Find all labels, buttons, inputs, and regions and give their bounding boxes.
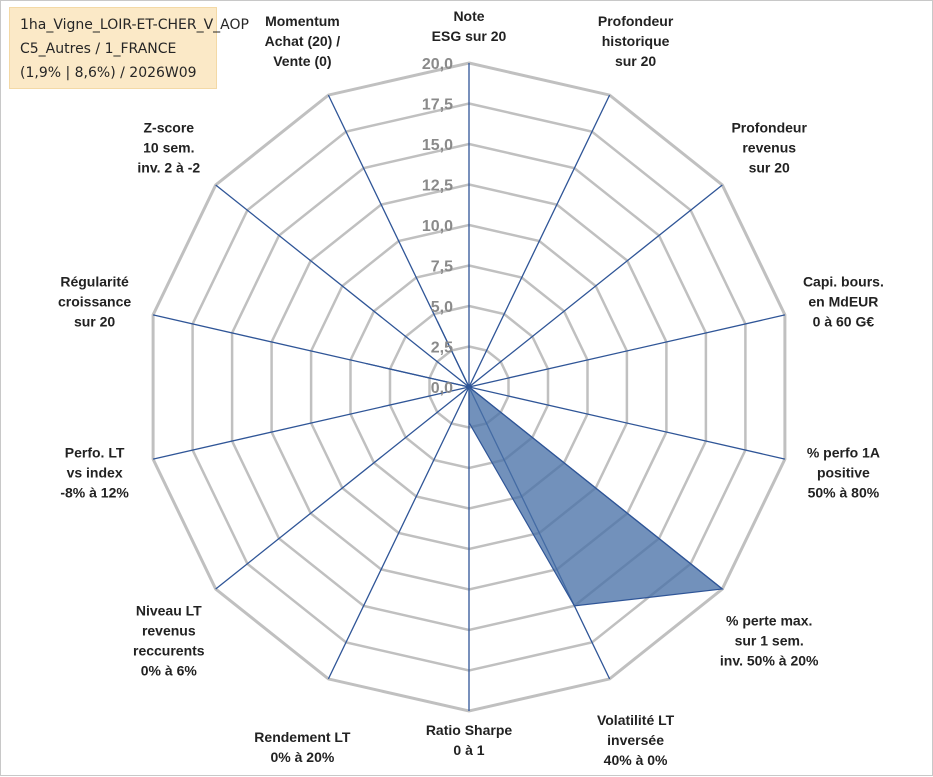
series-area-0 <box>366 321 724 607</box>
axis-label-line: Niveau LT <box>136 602 202 618</box>
axis-label-9: Niveau LT revenus reccurents 0% à 6% <box>133 602 205 678</box>
spoke-12 <box>215 184 470 388</box>
axis-label-line: Ratio Sharpe <box>426 722 513 738</box>
axis-label-10: Perfo. LT vs index -8% à 12% <box>60 444 129 500</box>
axis-label-line: sur 1 sem. <box>735 632 804 648</box>
axis-label-line: revenus <box>142 622 196 638</box>
axis-label-11: Régularité croissance sur 20 <box>58 274 131 330</box>
info-line-2: C5_Autres / 1_FRANCE <box>20 41 177 57</box>
axis-label-line: sur 20 <box>749 160 790 176</box>
axis-label-line: inversée <box>607 732 664 748</box>
axis-label-8: Rendement LT 0% à 20% <box>254 729 351 765</box>
axis-label-line: 50% à 80% <box>808 484 880 500</box>
axis-label-line: 40% à 0% <box>604 752 668 768</box>
axis-label-line: Profondeur <box>598 13 674 29</box>
axis-label-2: Profondeur revenus sur 20 <box>731 120 807 176</box>
axis-label-line: % perte max. <box>726 612 812 628</box>
axis-label-line: ESG sur 20 <box>432 28 507 44</box>
axis-label-line: 0% à 6% <box>141 662 198 678</box>
info-line-3: (1,9% | 8,6%) / 2026W09 <box>20 65 197 81</box>
axis-label-line: sur 20 <box>74 314 115 330</box>
axis-label-13: Momentum Achat (20) / Vente (0) <box>265 13 341 69</box>
tick-label-4: 10,0 <box>422 218 453 235</box>
axis-label-line: Note <box>453 8 484 24</box>
spoke-1 <box>468 94 611 388</box>
spoke-3 <box>468 314 786 388</box>
axis-label-line: 10 sem. <box>143 140 194 156</box>
axis-label-line: reccurents <box>133 642 205 658</box>
tick-label-0: 0,0 <box>431 380 453 397</box>
axis-label-line: -8% à 12% <box>60 484 129 500</box>
axis-label-7: Ratio Sharpe 0 à 1 <box>426 722 513 758</box>
tick-label-5: 12,5 <box>422 178 453 195</box>
axis-label-line: historique <box>602 33 670 49</box>
axis-label-line: 0 à 1 <box>453 742 484 758</box>
axis-label-line: 0 à 60 G€ <box>813 314 875 330</box>
spoke-4 <box>468 386 786 460</box>
axis-label-line: Achat (20) / <box>265 33 341 49</box>
axis-label-line: revenus <box>742 140 796 156</box>
axis-label-0: Note ESG sur 20 <box>432 8 507 44</box>
axis-label-line: inv. 2 à -2 <box>137 160 200 176</box>
info-line-1: 1ha_Vigne_LOIR-ET-CHER_V_AOP <box>20 17 249 33</box>
axis-label-line: 0% à 20% <box>270 749 334 765</box>
spoke-2 <box>468 184 723 388</box>
axis-label-line: croissance <box>58 294 131 310</box>
axis-label-line: inv. 50% à 20% <box>720 652 819 668</box>
tick-label-3: 7,5 <box>431 259 453 276</box>
series-info-box: 1ha_Vigne_LOIR-ET-CHER_V_AOP C5_Autres /… <box>9 7 249 89</box>
tick-label-7: 17,5 <box>422 97 453 114</box>
axis-label-line: Perfo. LT <box>65 444 125 460</box>
axis-label-line: positive <box>817 464 870 480</box>
tick-label-2: 5,0 <box>431 299 453 316</box>
tick-label-6: 15,0 <box>422 137 453 154</box>
axis-label-line: sur 20 <box>615 53 656 69</box>
axis-label-line: Rendement LT <box>254 729 351 745</box>
axis-label-line: Z-score <box>144 120 195 136</box>
axis-label-line: Volatilité LT <box>597 712 675 728</box>
tick-label-8: 20,0 <box>422 56 453 73</box>
axis-label-5: % perte max. sur 1 sem. inv. 50% à 20% <box>720 612 819 668</box>
spoke-8 <box>327 386 470 680</box>
axis-label-3: Capi. bours. en MdEUR 0 à 60 G€ <box>803 274 884 330</box>
axis-label-line: Vente (0) <box>273 53 331 69</box>
axis-label-6: Volatilité LT inversée 40% à 0% <box>597 712 675 768</box>
axis-label-line: Momentum <box>265 13 340 29</box>
axis-label-12: Z-score 10 sem. inv. 2 à -2 <box>137 120 200 176</box>
axis-label-line: Capi. bours. <box>803 274 884 290</box>
axis-label-line: en MdEUR <box>808 294 878 310</box>
spoke-9 <box>215 386 470 590</box>
spoke-10 <box>152 386 470 460</box>
axis-label-4: % perfo 1A positive 50% à 80% <box>807 444 880 500</box>
tick-label-1: 2,5 <box>431 340 453 357</box>
axis-label-line: vs index <box>67 464 123 480</box>
axis-label-line: % perfo 1A <box>807 444 880 460</box>
axis-label-1: Profondeur historique sur 20 <box>598 13 674 69</box>
axis-label-line: Régularité <box>60 274 129 290</box>
axis-label-line: Profondeur <box>731 120 807 136</box>
